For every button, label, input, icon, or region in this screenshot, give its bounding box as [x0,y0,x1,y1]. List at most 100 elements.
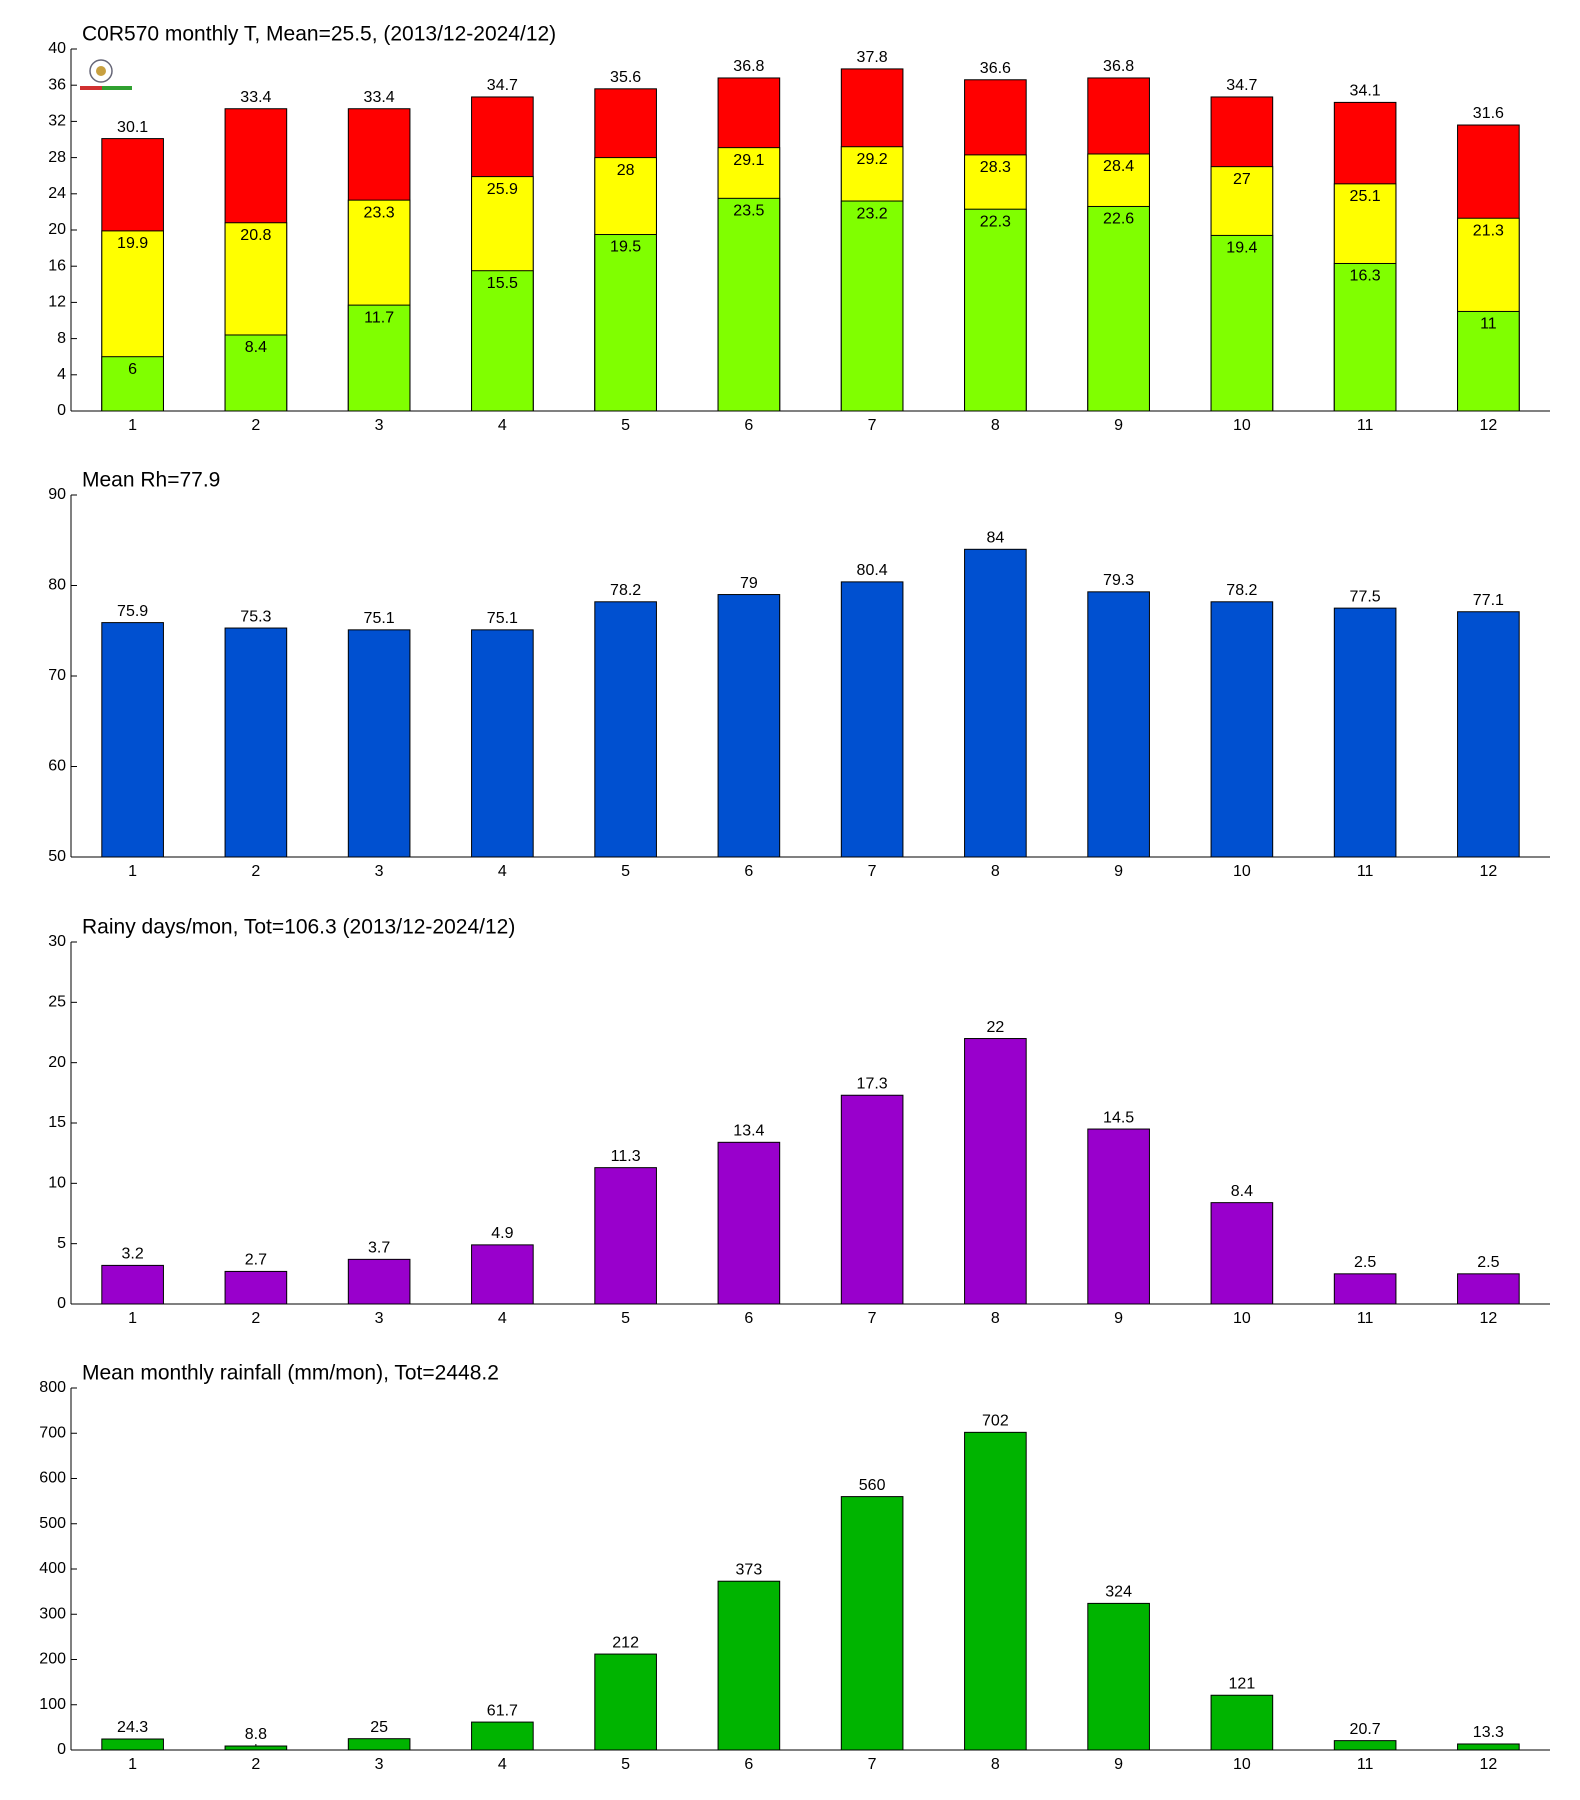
bar [964,1038,1027,1305]
logo-mark [80,86,102,90]
data-label: 22.6 [1103,211,1134,228]
bar [1210,601,1274,858]
data-label: 22 [986,1019,1004,1036]
data-label: 373 [736,1561,763,1578]
chart-title: C0R570 monthly T, Mean=25.5, (2013/12-20… [82,23,556,46]
logo-mark [102,86,132,90]
data-label: 28 [617,162,635,179]
data-label: 20.8 [240,227,271,244]
data-label: 24.3 [117,1719,148,1736]
bar [101,1264,164,1305]
x-tick-label: 4 [498,1310,507,1327]
y-tick-label: 0 [57,1295,66,1312]
bar [1087,591,1150,858]
data-label: 77.5 [1350,588,1381,605]
data-label: 75.3 [240,608,271,625]
x-tick-label: 11 [1357,417,1374,434]
data-label: 80.4 [857,562,888,579]
x-tick-label: 11 [1357,1310,1374,1327]
data-label: 78.2 [610,582,641,599]
y-tick-label: 400 [39,1560,66,1577]
y-tick-label: 20 [48,1054,66,1071]
y-tick-label: 0 [57,1741,66,1758]
bar [1210,1202,1274,1305]
y-tick-label: 20 [48,221,66,238]
y-tick-label: 70 [48,667,66,684]
data-label: 84 [986,530,1004,547]
bar [1087,1602,1150,1751]
x-tick-label: 9 [1114,863,1123,880]
data-label: 36.8 [1103,58,1134,75]
x-tick-label: 8 [991,1756,1000,1773]
chart-title: Mean monthly rainfall (mm/mon), Tot=2448… [82,1362,499,1385]
bar [347,629,411,858]
data-label: 28.4 [1103,158,1134,175]
data-label: 15.5 [487,275,518,292]
x-tick-label: 10 [1233,1310,1251,1327]
data-label: 36.6 [980,60,1011,77]
x-tick-label: 11 [1357,1756,1374,1773]
bar [1457,611,1520,858]
bar [471,1244,534,1305]
bar [471,629,534,858]
y-tick-label: 15 [48,1114,66,1131]
y-tick-label: 500 [39,1515,66,1532]
x-tick-label: 5 [621,417,630,434]
x-tick-label: 2 [251,417,260,434]
data-label: 212 [612,1634,639,1651]
x-tick-label: 2 [251,1756,260,1773]
data-label: 14.5 [1103,1109,1134,1126]
y-tick-label: 300 [39,1605,66,1622]
x-tick-label: 3 [375,1310,384,1327]
data-label: 33.4 [240,89,271,106]
x-tick-label: 8 [991,1310,1000,1327]
bar [1457,1743,1520,1751]
x-tick-label: 12 [1479,863,1497,880]
data-label: 19.5 [610,239,641,256]
y-tick-label: 50 [48,848,66,865]
bar [717,197,781,412]
bar [224,1270,288,1305]
bar [1087,1128,1150,1305]
x-tick-label: 6 [744,1756,753,1773]
bar [1333,1273,1397,1305]
bar [717,1141,781,1305]
bar [101,356,164,412]
y-tick-label: 25 [48,994,66,1011]
y-tick-label: 12 [48,294,66,311]
y-tick-label: 24 [48,185,66,202]
bar [224,1745,288,1751]
data-label: 28.3 [980,159,1011,176]
y-tick-label: 10 [48,1175,66,1192]
x-tick-label: 9 [1114,1310,1123,1327]
bar [840,1094,904,1305]
data-label: 29.2 [857,151,888,168]
data-label: 20.7 [1350,1721,1381,1738]
x-tick-label: 6 [744,1310,753,1327]
bar [964,1431,1027,1751]
y-tick-label: 60 [48,758,66,775]
y-tick-label: 16 [48,257,66,274]
bar [101,1738,164,1751]
logo [80,59,132,90]
x-tick-label: 11 [1357,863,1374,880]
y-tick-label: 200 [39,1651,66,1668]
data-label: 25.1 [1350,188,1381,205]
data-label: 4.9 [491,1225,513,1242]
data-label: 121 [1229,1675,1256,1692]
x-tick-label: 10 [1233,1756,1251,1773]
x-tick-label: 5 [621,1756,630,1773]
bar [347,1258,411,1305]
x-tick-label: 1 [128,863,137,880]
data-label: 3.7 [368,1240,390,1257]
x-tick-label: 7 [868,1756,877,1773]
y-tick-label: 32 [48,113,66,130]
x-tick-label: 1 [128,1756,137,1773]
bar [594,1653,657,1751]
bar [840,1496,904,1751]
bar [717,594,781,858]
data-label: 77.1 [1473,592,1504,609]
y-tick-label: 40 [48,40,66,57]
x-tick-label: 6 [744,417,753,434]
